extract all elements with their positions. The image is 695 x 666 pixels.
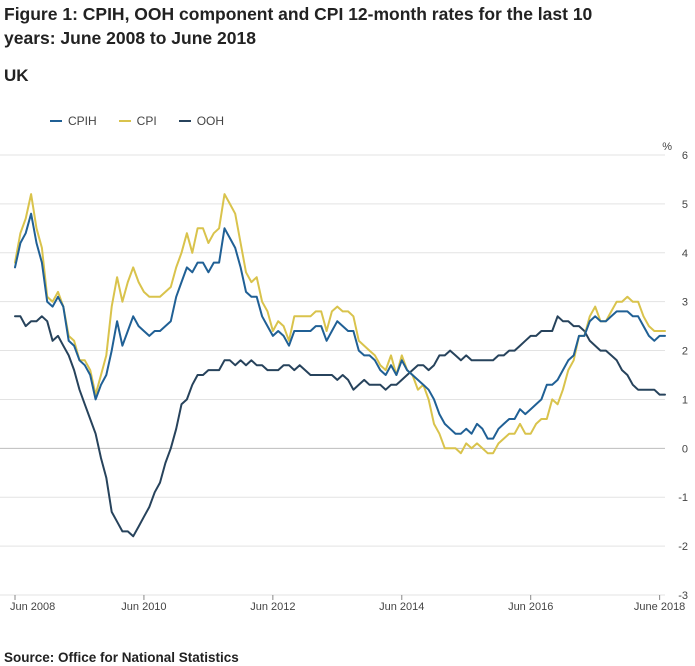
y-tick-label: 6 [682, 150, 688, 162]
legend-swatch-cpih [50, 120, 62, 122]
legend-item-cpi[interactable]: CPI [118, 114, 157, 128]
series-lines [14, 193, 666, 538]
line-chart: % 6 5 4 3 2 1 0 -1 -2 -3 Jun 2008 Jun 2010 Jun 2012… [0, 141, 688, 613]
x-tick-label: Jun 2008 [10, 601, 55, 613]
y-tick-label: -3 [678, 590, 688, 602]
legend-item-cpih[interactable]: CPIH [50, 114, 97, 128]
legend-swatch-ooh [178, 120, 191, 122]
y-tick-label: 0 [682, 443, 688, 455]
x-tick-label: June 2018 [634, 601, 685, 613]
series-line-cpi [14, 193, 666, 455]
legend-swatch-cpi [118, 120, 131, 122]
y-tick-label: 1 [682, 394, 688, 406]
chart-title: Figure 1: CPIH, OOH component and CPI 12… [4, 4, 593, 48]
x-tick-label: Jun 2016 [508, 601, 553, 613]
series-line-cpih [14, 212, 666, 440]
y-tick-label: -1 [678, 492, 688, 504]
legend-label-cpih: CPIH [68, 114, 97, 128]
y-tick-label: -2 [678, 541, 688, 553]
legend-label-ooh: OOH [196, 114, 225, 128]
y-tick-label: 5 [682, 199, 688, 211]
legend-item-ooh[interactable]: OOH [178, 114, 225, 128]
y-tick-label: 4 [682, 248, 688, 260]
y-axis: % 6 5 4 3 2 1 0 -1 -2 -3 [662, 141, 688, 602]
gridlines [0, 154, 665, 596]
x-axis: Jun 2008 Jun 2010 Jun 2012 Jun 2014 Jun 2016… [10, 595, 685, 613]
legend: CPIH CPI OOH [50, 114, 224, 128]
x-tick-label: Jun 2010 [121, 601, 166, 613]
region-label: UK [4, 66, 29, 85]
source-note: Source: Office for National Statistics [4, 650, 239, 665]
series-line-ooh [14, 315, 666, 538]
legend-label-cpi: CPI [136, 114, 157, 128]
x-tick-label: Jun 2012 [250, 601, 295, 613]
y-tick-label: 3 [682, 297, 688, 309]
y-unit-label: % [662, 141, 672, 153]
y-tick-label: 2 [682, 346, 688, 358]
x-tick-label: Jun 2014 [379, 601, 424, 613]
